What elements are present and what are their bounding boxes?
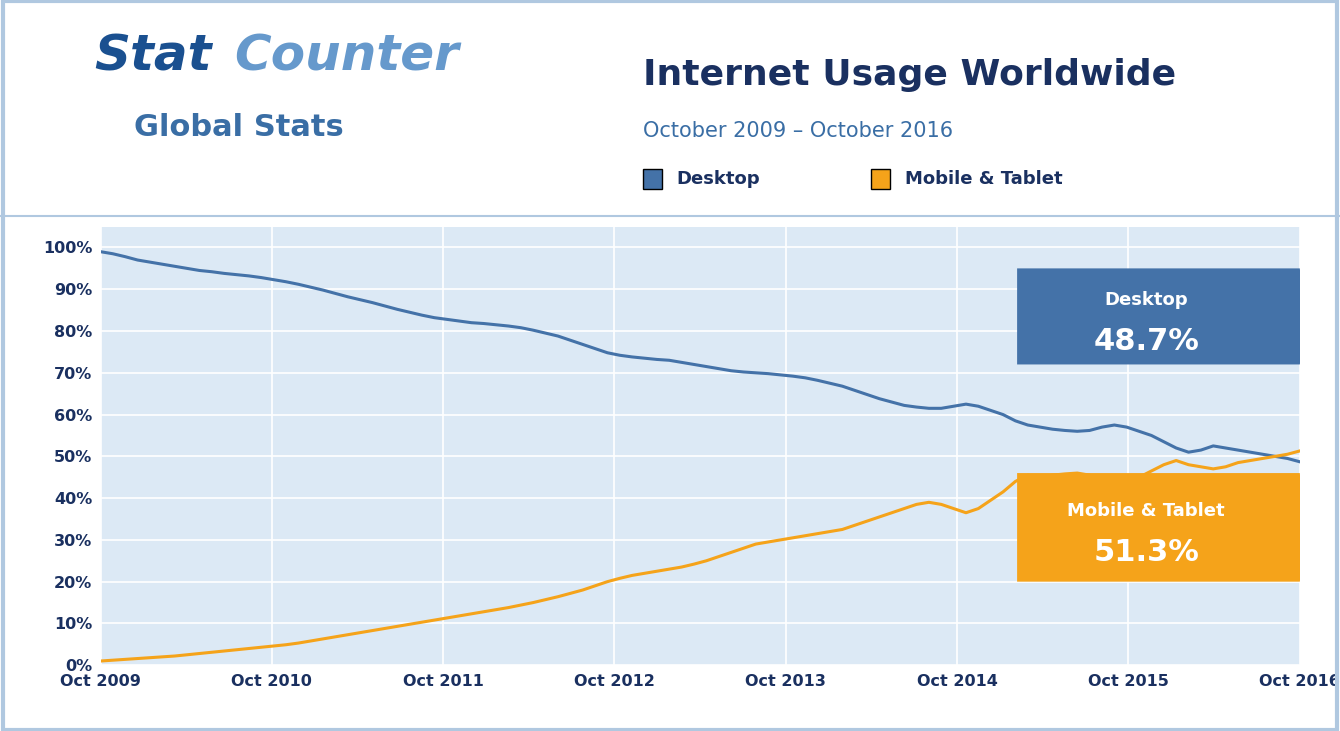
- Text: 48.7%: 48.7%: [1093, 327, 1199, 356]
- Text: October 2009 – October 2016: October 2009 – October 2016: [643, 121, 953, 140]
- Text: Internet Usage Worldwide: Internet Usage Worldwide: [643, 58, 1177, 93]
- Polygon shape: [1017, 268, 1306, 365]
- Text: Global Stats: Global Stats: [134, 113, 344, 143]
- Text: Counter: Counter: [234, 33, 460, 81]
- Text: Stat: Stat: [94, 33, 212, 81]
- Text: Mobile & Tablet: Mobile & Tablet: [1067, 501, 1225, 520]
- Text: 51.3%: 51.3%: [1093, 538, 1199, 567]
- Text: Desktop: Desktop: [1104, 291, 1187, 308]
- Text: Mobile & Tablet: Mobile & Tablet: [905, 170, 1063, 188]
- Polygon shape: [1017, 473, 1306, 582]
- Text: Desktop: Desktop: [677, 170, 760, 188]
